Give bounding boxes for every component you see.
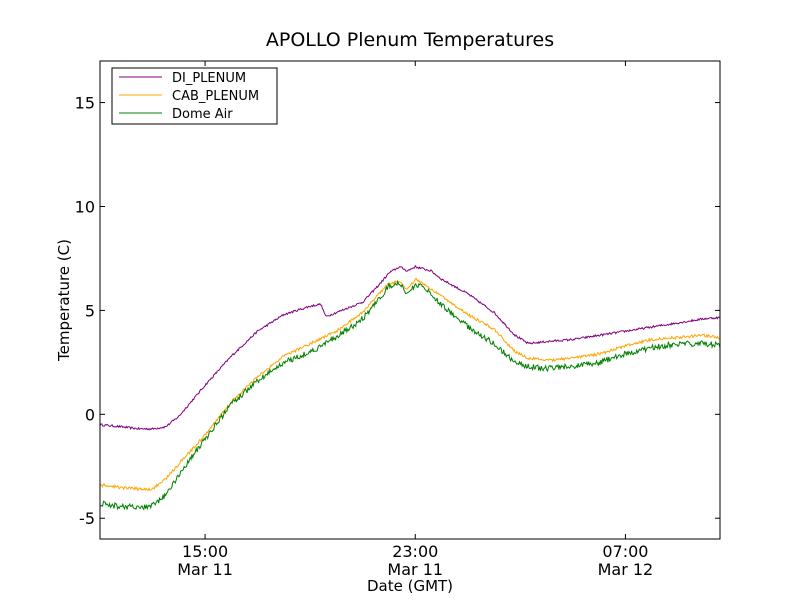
y-tick-label: 10	[75, 197, 95, 216]
y-tick-label: 0	[85, 405, 95, 424]
y-tick-label: 5	[85, 301, 95, 320]
series-layer	[100, 264, 720, 511]
plot-frame	[99, 60, 721, 540]
y-tick-label: -5	[79, 509, 95, 528]
legend: DI_PLENUM CAB_PLENUM Dome Air	[111, 67, 278, 125]
series-line-di-plenum	[100, 264, 720, 431]
x-tick-label-date: Mar 11	[177, 560, 233, 579]
x-tick-label-time: 15:00	[182, 542, 228, 561]
x-tick-label-date: Mar 12	[598, 560, 654, 579]
series-line-dome-air	[100, 279, 720, 511]
x-tick-label-time: 23:00	[392, 542, 438, 561]
y-tick-label: 15	[75, 94, 95, 113]
legend-label: CAB_PLENUM	[172, 89, 259, 104]
series-line-cab-plenum	[100, 277, 720, 492]
chart-title: APOLLO Plenum Temperatures	[266, 29, 554, 51]
legend-label: Dome Air	[172, 107, 233, 122]
x-axis-label: Date (GMT)	[367, 577, 453, 595]
x-tick-label-time: 07:00	[602, 542, 648, 561]
x-tick-label-date: Mar 11	[387, 560, 443, 579]
legend-label: DI_PLENUM	[172, 71, 246, 86]
y-axis-label: Temperature (C)	[55, 239, 73, 362]
